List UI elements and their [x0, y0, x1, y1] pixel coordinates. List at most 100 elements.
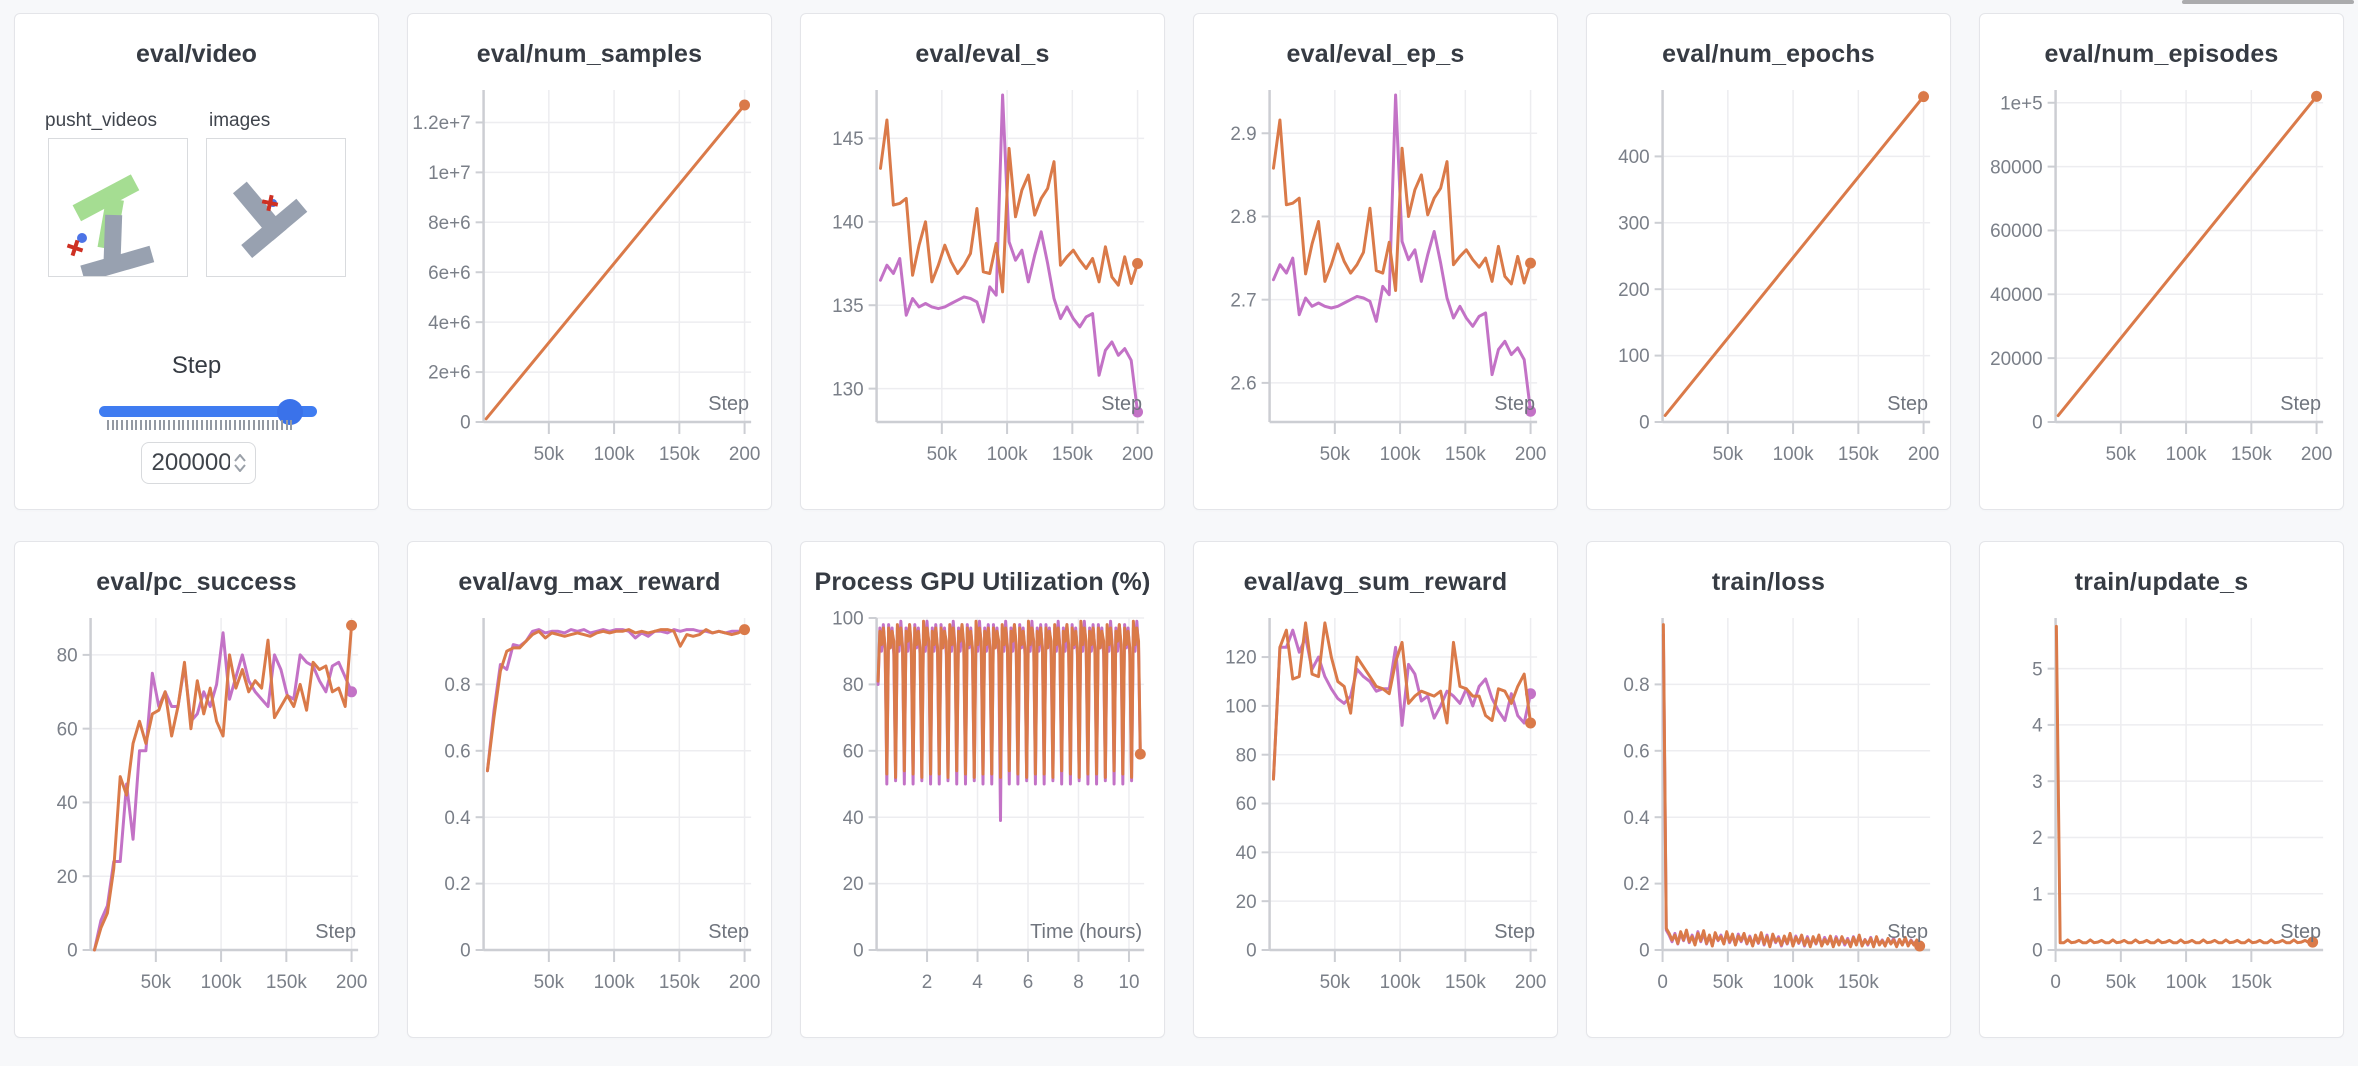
panel-train-update-s[interactable]: train/update_s 0 1 2 3 4 5 0 50k 100k 150k Step — [1979, 541, 2344, 1038]
chart-title: eval/num_samples — [476, 40, 703, 68]
media-key-label: pusht_videos — [45, 110, 157, 131]
video-thumbnail-pusht[interactable] — [48, 138, 188, 282]
svg-text:0.4: 0.4 — [1623, 808, 1649, 829]
x-axis-label: Step — [2280, 393, 2321, 415]
svg-text:60000: 60000 — [1990, 221, 2043, 242]
panel-eval-pc-success[interactable]: eval/pc_success 0 20 40 60 80 50k 100k 150k 200 S… — [14, 541, 379, 1038]
svg-text:80: 80 — [57, 645, 78, 666]
series-line-orange — [878, 118, 1140, 294]
x-axis-label: Step — [708, 393, 749, 415]
series-line-orange — [1271, 118, 1533, 292]
panel-eval-video[interactable]: eval/video pusht_videos images — [14, 13, 379, 510]
panel-eval-num-samples[interactable]: eval/num_samples 0 2e+6 4e+6 6e+6 8e+6 1e+7 1.… — [407, 13, 772, 510]
panel-eval-avg-max-reward[interactable]: eval/avg_max_reward 0 0.2 0.4 0.6 0.8 50k 100k… — [407, 541, 772, 1038]
svg-text:8: 8 — [1073, 972, 1084, 993]
svg-text:40: 40 — [843, 808, 864, 829]
stepper-arrows[interactable] — [233, 454, 246, 472]
svg-text:150k: 150k — [1838, 444, 1879, 465]
panel-eval-num-epochs[interactable]: eval/num_epochs 0 100 200 300 400 50k 100k 150k… — [1586, 13, 1951, 510]
chart-plot-area[interactable]: 0 1 2 3 4 5 0 50k 100k 150k Step — [1980, 610, 2343, 1014]
svg-text:200: 200 — [1515, 972, 1547, 993]
svg-text:120: 120 — [1225, 648, 1257, 669]
chevron-down-icon[interactable] — [233, 464, 246, 472]
step-input-box[interactable] — [141, 442, 256, 484]
chart-plot-area[interactable]: 0 100 200 300 400 50k 100k 150k 200 Step — [1587, 82, 1950, 486]
svg-text:150k: 150k — [1445, 972, 1486, 993]
svg-text:100k: 100k — [1773, 444, 1814, 465]
horizontal-scrollbar-thumb[interactable] — [2182, 0, 2354, 4]
step-slider-tickmarks — [107, 420, 293, 431]
series-end-dot-orange — [1914, 940, 1926, 952]
step-slider-track[interactable] — [99, 406, 317, 417]
svg-text:0.2: 0.2 — [1623, 874, 1649, 895]
agent-dot — [77, 233, 87, 243]
series-end-dot-orange — [739, 624, 751, 636]
svg-text:0.2: 0.2 — [444, 874, 470, 895]
chart-plot-area[interactable]: 0 20 40 60 80 100 120 50k 100k 150k 200 Step — [1194, 610, 1557, 1014]
chart-plot-area[interactable]: 0 20000 40000 60000 80000 1e+5 50k 100k 150k 200 S… — [1980, 82, 2343, 486]
panel-eval-avg-sum-reward[interactable]: eval/avg_sum_reward 0 20 40 60 80 100 120 50k 10… — [1193, 541, 1558, 1038]
svg-text:0: 0 — [460, 941, 471, 962]
x-axis-label: Step — [1887, 393, 1928, 415]
panel-eval-eval-s[interactable]: eval/eval_s 130 135 140 145 50k 100k 150k 200 St… — [800, 13, 1165, 510]
svg-text:2.8: 2.8 — [1230, 207, 1256, 228]
svg-text:1.2e+7: 1.2e+7 — [412, 113, 470, 134]
svg-text:150k: 150k — [1838, 972, 1879, 993]
chart-plot-area[interactable]: 130 135 140 145 50k 100k 150k 200 Step — [801, 82, 1164, 486]
chart-plot-area[interactable]: 0 0.2 0.4 0.6 0.8 0 50k 100k 150k Step — [1587, 610, 1950, 1014]
svg-text:100: 100 — [1618, 346, 1650, 367]
svg-text:2.9: 2.9 — [1230, 124, 1256, 145]
step-input[interactable] — [151, 449, 230, 477]
panel-eval-eval-ep-s[interactable]: eval/eval_ep_s 2.6 2.7 2.8 2.9 50k 100k 150k 20… — [1193, 13, 1558, 510]
goal-cross — [261, 194, 279, 212]
svg-text:0.4: 0.4 — [444, 808, 470, 829]
svg-text:50k: 50k — [534, 972, 565, 993]
chart-title: eval/avg_sum_reward — [1243, 568, 1508, 596]
svg-text:50k: 50k — [141, 972, 172, 993]
series-end-dot-orange — [1134, 748, 1146, 760]
chart-plot-area[interactable]: 0 20 40 60 80 100 2 4 6 8 10 Time (hours) — [801, 610, 1164, 1014]
chart-title: Process GPU Utilization (%) — [814, 568, 1151, 596]
svg-text:0.6: 0.6 — [1623, 741, 1649, 762]
svg-text:80: 80 — [843, 675, 864, 696]
series-line-orange — [1661, 623, 1922, 949]
svg-text:0: 0 — [460, 413, 471, 434]
series-end-dot-orange — [2311, 90, 2323, 102]
panel-train-loss[interactable]: train/loss 0 0.2 0.4 0.6 0.8 0 50k 100k 150k Step — [1586, 541, 1951, 1038]
chart-plot-area[interactable]: 0 0.2 0.4 0.6 0.8 50k 100k 150k 200 Step — [408, 610, 771, 1014]
gray-t-shape — [80, 214, 155, 282]
series-line-purple — [485, 628, 747, 773]
chart-plot-area[interactable]: 0 2e+6 4e+6 6e+6 8e+6 1e+7 1.2e+7 50k 100k 150k 20… — [408, 82, 771, 486]
chart-plot-area[interactable]: 0 20 40 60 80 50k 100k 150k 200 Step — [15, 610, 378, 1014]
chart-title: eval/pc_success — [96, 568, 297, 596]
svg-text:150k: 150k — [1052, 444, 1093, 465]
chart-title: eval/avg_max_reward — [458, 568, 721, 596]
chart-title: eval/num_epochs — [1662, 40, 1875, 68]
svg-text:100k: 100k — [987, 444, 1028, 465]
svg-text:100: 100 — [1225, 696, 1257, 717]
svg-text:200: 200 — [1122, 444, 1154, 465]
goal-cross — [66, 239, 84, 257]
svg-text:50k: 50k — [2106, 444, 2137, 465]
svg-text:100k: 100k — [594, 444, 635, 465]
image-thumbnail[interactable] — [206, 138, 346, 277]
svg-text:100: 100 — [832, 610, 864, 630]
svg-text:100k: 100k — [1380, 972, 1421, 993]
panel-process-gpu-utilization[interactable]: Process GPU Utilization (%) 0 20 40 60 80 100… — [800, 541, 1165, 1038]
chart-title: eval/eval_ep_s — [1286, 40, 1465, 68]
svg-text:135: 135 — [832, 296, 864, 317]
panel-eval-num-episodes[interactable]: eval/num_episodes 0 20000 40000 60000 80000 1… — [1979, 13, 2344, 510]
chart-plot-area[interactable]: 2.6 2.7 2.8 2.9 50k 100k 150k 200 Step — [1194, 82, 1557, 486]
series-line-orange — [484, 103, 747, 421]
svg-text:40000: 40000 — [1990, 285, 2043, 306]
svg-text:150k: 150k — [266, 972, 307, 993]
chevron-up-icon[interactable] — [233, 454, 246, 462]
svg-text:100k: 100k — [2166, 444, 2207, 465]
svg-text:150k: 150k — [659, 444, 700, 465]
svg-text:200: 200 — [729, 444, 761, 465]
svg-text:3: 3 — [2032, 772, 2043, 793]
svg-text:400: 400 — [1618, 147, 1650, 168]
svg-text:50k: 50k — [2106, 972, 2137, 993]
svg-text:5: 5 — [2032, 659, 2043, 680]
